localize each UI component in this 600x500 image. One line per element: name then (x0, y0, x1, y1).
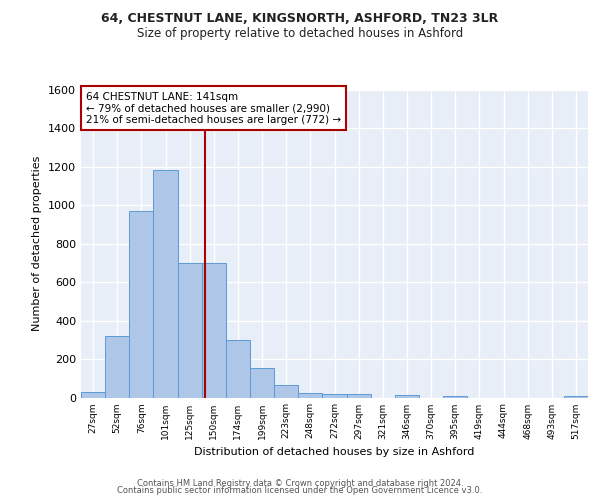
Text: 64, CHESTNUT LANE, KINGSNORTH, ASHFORD, TN23 3LR: 64, CHESTNUT LANE, KINGSNORTH, ASHFORD, … (101, 12, 499, 26)
X-axis label: Distribution of detached houses by size in Ashford: Distribution of detached houses by size … (194, 447, 475, 457)
Bar (347, 394, 371, 398)
Bar (443, 396, 467, 398)
Bar (298, 392, 322, 398)
Text: 64 CHESTNUT LANE: 141sqm
← 79% of detached houses are smaller (2,990)
21% of sem: 64 CHESTNUT LANE: 141sqm ← 79% of detach… (86, 92, 341, 124)
Bar (250, 368, 274, 398)
Bar (81, 392, 105, 398)
Text: Contains HM Land Registry data © Crown copyright and database right 2024.: Contains HM Land Registry data © Crown c… (137, 478, 463, 488)
Bar (129, 211, 154, 398)
Bar (105, 336, 129, 398)
Bar (274, 385, 298, 398)
Bar (178, 263, 202, 398)
Bar (395, 394, 419, 398)
Bar (226, 340, 250, 398)
Bar (322, 394, 347, 398)
Bar (154, 170, 178, 398)
Bar (202, 263, 226, 398)
Text: Contains public sector information licensed under the Open Government Licence v3: Contains public sector information licen… (118, 486, 482, 495)
Bar (564, 396, 588, 398)
Text: Size of property relative to detached houses in Ashford: Size of property relative to detached ho… (137, 28, 463, 40)
Y-axis label: Number of detached properties: Number of detached properties (32, 156, 43, 332)
